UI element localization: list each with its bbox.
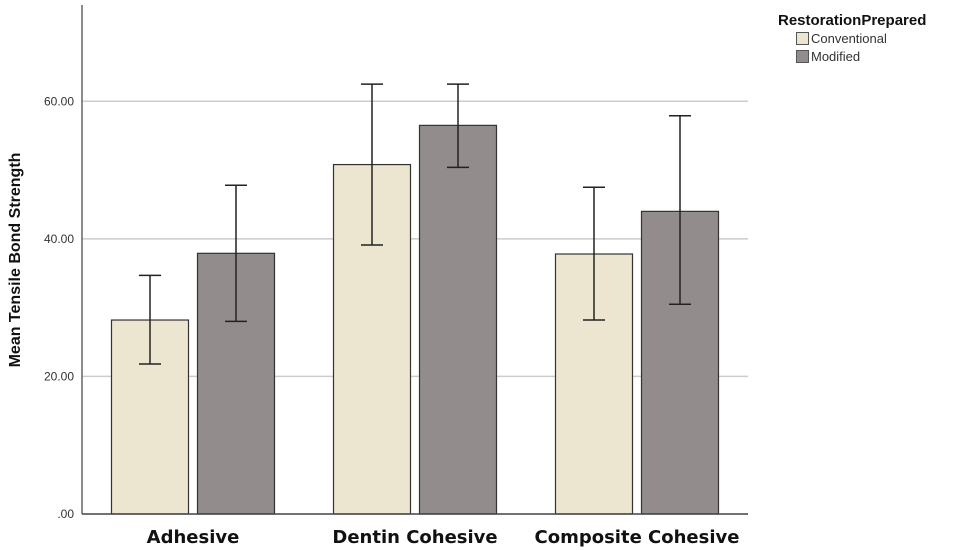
x-tick-label: Dentin Cohesive	[332, 527, 497, 548]
x-tick-labels: Adhesive Dentin Cohesive Composite Cohesiv…	[147, 527, 740, 548]
legend-label: Modified	[811, 48, 861, 64]
legend: RestorationPrepared Conventional Modifie…	[778, 12, 926, 65]
legend-label: Conventional	[811, 30, 887, 46]
legend-item-conventional: Conventional	[796, 29, 926, 47]
error-bars	[139, 83, 691, 365]
legend-title: RestorationPrepared	[778, 12, 927, 29]
y-tick-label: 40.00	[44, 232, 74, 246]
bars	[110, 124, 720, 515]
legend-swatch	[796, 31, 809, 45]
legend-swatch	[796, 49, 809, 63]
x-tick-label: Adhesive	[147, 527, 240, 548]
y-tick-label: 60.00	[44, 94, 74, 108]
gridlines	[82, 100, 748, 378]
y-tick-label: 20.00	[44, 369, 74, 383]
legend-item-modified: Modified	[796, 47, 926, 65]
bar-modified	[418, 124, 498, 515]
y-tick-label: .00	[57, 507, 74, 521]
x-tick-label: Composite Cohesive	[535, 527, 740, 548]
y-tick-labels: .00 20.00 40.00 60.00	[44, 94, 74, 521]
y-axis-label: Mean Tensile Bond Strength	[7, 153, 24, 368]
